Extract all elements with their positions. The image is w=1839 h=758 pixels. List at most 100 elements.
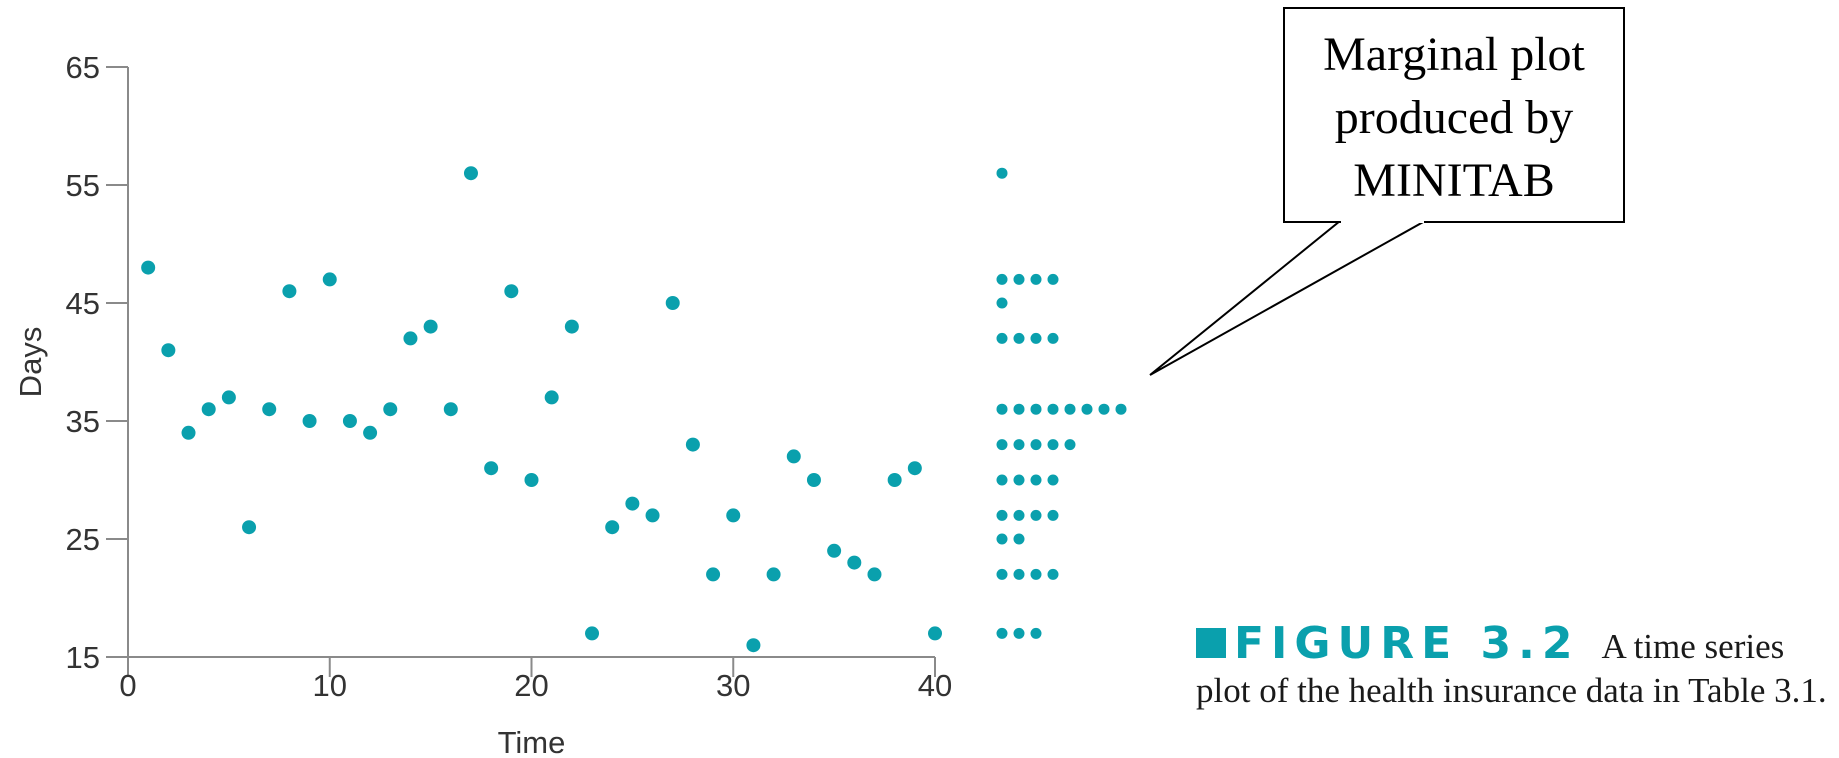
data-point: [544, 390, 559, 405]
x-tick-label: 20: [514, 668, 548, 703]
caption-square-icon: [1196, 628, 1226, 658]
data-point: [746, 638, 761, 653]
marginal-dot: [996, 297, 1008, 309]
marginal-dot: [1013, 332, 1025, 344]
marginal-dot: [1013, 273, 1025, 285]
data-point: [867, 567, 882, 582]
marginal-dot: [1030, 439, 1042, 451]
data-point: [262, 402, 277, 417]
data-point: [665, 296, 680, 310]
data-point: [403, 331, 418, 346]
data-point: [928, 626, 942, 641]
marginal-dot: [1047, 439, 1059, 451]
chart-axes: 15 25 35 45 55 65 0 10 20 30 40 Time Days: [13, 50, 952, 758]
callout-box: [1283, 7, 1625, 223]
marginal-dot: [1030, 627, 1042, 639]
marginal-dot: [1030, 332, 1042, 344]
callout-line-1: Marginal plot: [1323, 28, 1585, 81]
marginal-dot-plot: [996, 167, 1127, 639]
marginal-dot: [1013, 474, 1025, 486]
data-point: [443, 402, 458, 417]
data-point: [585, 626, 600, 641]
y-tick-label: 55: [66, 168, 100, 203]
marginal-dot: [1047, 273, 1059, 285]
callout-line-2: produced by: [1335, 91, 1574, 144]
marginal-dot: [1047, 332, 1059, 344]
marginal-dot: [996, 403, 1008, 415]
figure-caption: FIGURE 3.2 A time series plot of the heal…: [1196, 622, 1836, 713]
data-point: [706, 567, 721, 582]
marginal-dot: [1030, 509, 1042, 521]
marginal-dot: [996, 568, 1008, 580]
data-point: [463, 166, 478, 181]
data-point: [806, 473, 821, 487]
data-point: [564, 319, 579, 334]
marginal-dot: [996, 474, 1008, 486]
figure-label: FIGURE 3.2: [1234, 618, 1580, 669]
data-point: [363, 425, 378, 440]
data-point: [645, 508, 660, 523]
data-point: [181, 425, 196, 440]
y-tick-label: 25: [66, 522, 100, 557]
x-tick-label: 40: [918, 668, 952, 703]
marginal-dot: [1081, 403, 1093, 415]
marginal-dot: [1013, 509, 1025, 521]
data-point: [141, 260, 156, 275]
marginal-dot: [1030, 568, 1042, 580]
marginal-dot: [1030, 273, 1042, 285]
y-axis-title: Days: [13, 327, 48, 398]
data-point: [685, 437, 700, 452]
data-point: [282, 284, 297, 299]
data-point: [242, 520, 257, 535]
marginal-dot: [1064, 439, 1076, 451]
data-point: [726, 508, 741, 523]
data-point: [201, 402, 216, 417]
marginal-dot: [1030, 474, 1042, 486]
marginal-dot: [1013, 403, 1025, 415]
data-point: [847, 555, 862, 570]
data-points: [141, 166, 942, 653]
y-tick-label: 45: [66, 286, 100, 321]
data-point: [786, 449, 801, 464]
data-point: [221, 390, 236, 405]
data-point: [625, 496, 640, 511]
marginal-dot: [1013, 627, 1025, 639]
data-point: [342, 414, 357, 428]
marginal-dot: [1013, 568, 1025, 580]
y-tick-label: 35: [66, 404, 100, 439]
marginal-dot: [996, 273, 1008, 285]
data-point: [504, 284, 519, 299]
marginal-dot: [1064, 403, 1076, 415]
data-point: [605, 520, 620, 535]
marginal-dot: [996, 167, 1008, 179]
marginal-dot: [1047, 568, 1059, 580]
data-point: [484, 461, 499, 476]
x-tick-label: 10: [313, 668, 347, 703]
data-point: [907, 461, 922, 476]
marginal-dot: [996, 509, 1008, 521]
data-point: [423, 319, 438, 334]
callout-line-3: MINITAB: [1353, 154, 1554, 207]
y-tick-label: 65: [66, 50, 100, 85]
marginal-dot: [996, 332, 1008, 344]
callout-annotation: Marginal plot produced by MINITAB: [1149, 7, 1625, 376]
marginal-dot: [1047, 509, 1059, 521]
data-point: [766, 567, 781, 582]
x-tick-label: 0: [119, 668, 136, 703]
caption-text: A time series plot of the health insuran…: [1196, 627, 1827, 710]
data-point: [302, 414, 317, 428]
data-point: [524, 473, 539, 487]
x-tick-label: 30: [716, 668, 750, 703]
data-point: [827, 543, 842, 558]
marginal-dot: [996, 533, 1008, 545]
marginal-dot: [996, 439, 1008, 451]
data-point: [887, 473, 902, 487]
data-point: [161, 343, 176, 358]
x-axis-title: Time: [498, 725, 566, 758]
data-point: [322, 272, 337, 287]
marginal-dot: [1098, 403, 1110, 415]
marginal-dot: [1030, 403, 1042, 415]
y-tick-label: 15: [66, 640, 100, 675]
data-point: [383, 402, 398, 417]
